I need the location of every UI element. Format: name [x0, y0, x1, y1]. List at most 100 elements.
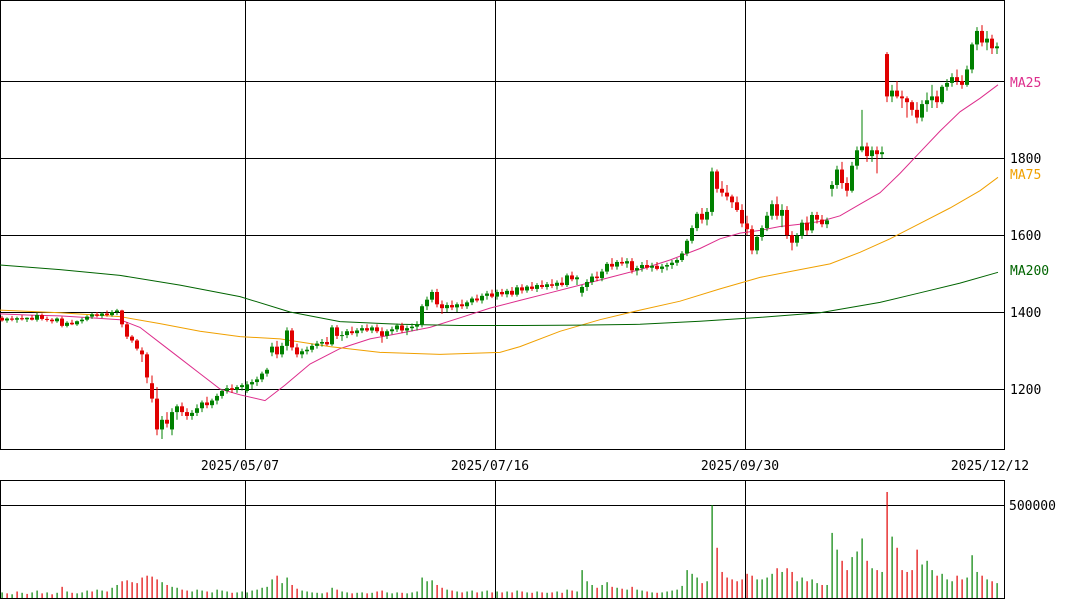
candle	[170, 408, 174, 436]
volume-bar	[276, 575, 278, 598]
candle	[255, 376, 259, 386]
candle-body	[25, 317, 29, 320]
volume-bar	[286, 577, 288, 598]
volume-bar	[441, 587, 443, 598]
legend-ma75: MA75	[1010, 168, 1041, 183]
candle	[510, 286, 514, 297]
volume-bar	[386, 592, 388, 598]
candle-body	[180, 406, 184, 413]
candle	[890, 84, 894, 103]
volume-bar	[636, 589, 638, 598]
candle-body	[795, 235, 799, 243]
candle	[165, 412, 169, 428]
volume-bar	[781, 571, 783, 598]
volume-bar	[296, 588, 298, 598]
candle	[245, 381, 249, 393]
candle-body	[640, 265, 644, 269]
candle-body	[370, 327, 374, 331]
candle	[805, 216, 809, 235]
candle	[560, 277, 564, 287]
candle-body	[650, 265, 654, 268]
candle	[290, 328, 294, 351]
candle	[545, 281, 549, 290]
candle-body	[505, 290, 509, 295]
candle-body	[115, 310, 119, 312]
candle	[205, 396, 209, 409]
candle	[240, 383, 244, 391]
candle-body	[690, 228, 694, 241]
volume-bar	[201, 590, 203, 598]
volume-bar	[561, 592, 563, 598]
volume-bar	[401, 592, 403, 598]
volume-bar	[981, 575, 983, 598]
volume-bar	[676, 589, 678, 598]
volume-bar	[986, 579, 988, 598]
volume-bar	[41, 593, 43, 598]
candle-body	[630, 261, 634, 271]
candle-body	[35, 315, 39, 320]
candle-body	[910, 102, 914, 110]
candle-body	[220, 390, 224, 396]
candle-body	[315, 343, 319, 346]
candle	[960, 75, 964, 89]
candle	[440, 300, 444, 314]
candle	[340, 331, 344, 341]
volume-bar	[686, 570, 688, 598]
candle-body	[670, 262, 674, 266]
candle	[370, 325, 374, 334]
volume-bar	[61, 586, 63, 598]
candle-body	[920, 104, 924, 118]
candle-body	[430, 291, 434, 300]
candle-body	[995, 46, 999, 49]
candle	[285, 327, 289, 351]
candle	[990, 34, 994, 55]
volume-bar	[536, 591, 538, 598]
candle	[810, 211, 814, 234]
candle	[420, 304, 424, 328]
candle	[985, 30, 989, 51]
candle-body	[165, 419, 169, 424]
candle	[825, 217, 829, 229]
candle	[305, 346, 309, 355]
candle-body	[95, 314, 99, 316]
candle-body	[70, 322, 74, 325]
volume-bar	[501, 592, 503, 598]
candle	[310, 343, 314, 353]
candle-body	[780, 209, 784, 216]
candle	[970, 42, 974, 74]
candle-body	[830, 184, 834, 189]
volume-bar	[921, 564, 923, 598]
candle-body	[0, 317, 4, 321]
candle-body	[895, 90, 899, 97]
candle	[215, 393, 219, 405]
candle	[745, 215, 749, 235]
candle	[910, 100, 914, 116]
candle-body	[550, 284, 554, 286]
candle	[860, 109, 864, 153]
candle	[995, 42, 999, 55]
candle-body	[730, 196, 734, 203]
candle	[400, 322, 404, 334]
candle-body	[20, 318, 24, 320]
candle	[800, 219, 804, 239]
candle	[775, 196, 779, 220]
volume-bar	[991, 581, 993, 598]
candle	[530, 281, 534, 291]
candle	[445, 302, 449, 312]
volume-bar	[21, 592, 23, 598]
volume-bar	[591, 584, 593, 598]
volume-bar	[801, 577, 803, 598]
candle	[770, 200, 774, 220]
volume-bar	[391, 593, 393, 598]
candle-body	[620, 261, 624, 264]
candle-body	[900, 96, 904, 99]
candle	[815, 211, 819, 224]
volume-bar	[421, 577, 423, 598]
candle-body	[375, 327, 379, 332]
candle-body	[275, 346, 279, 355]
volume-bar	[71, 592, 73, 598]
candle-body	[415, 324, 419, 327]
candle-body	[125, 324, 129, 337]
volume-bar	[816, 583, 818, 598]
candle	[45, 316, 49, 322]
